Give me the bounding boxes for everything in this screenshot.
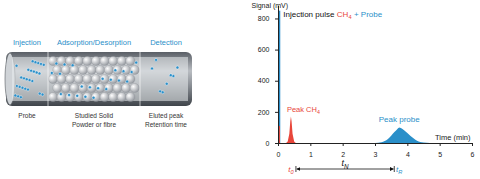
svg-text:Injection: Injection bbox=[13, 38, 41, 47]
svg-text:Time (min): Time (min) bbox=[435, 133, 471, 142]
svg-text:Probe: Probe bbox=[18, 112, 36, 119]
svg-text:Signal (mV): Signal (mV) bbox=[251, 2, 289, 10]
svg-text:Peak CH4​: Peak CH4​ bbox=[287, 105, 320, 115]
svg-text:800: 800 bbox=[258, 15, 270, 22]
svg-text:4: 4 bbox=[406, 151, 410, 158]
svg-text:Powder or fibre: Powder or fibre bbox=[72, 121, 116, 128]
svg-text:6: 6 bbox=[471, 151, 475, 158]
svg-text:Detection: Detection bbox=[150, 38, 182, 47]
svg-text:tR​: tR​ bbox=[396, 165, 402, 175]
svg-text:Injection pulseCH4​+ Probe: Injection pulseCH4​+ Probe bbox=[283, 10, 382, 20]
svg-text:t0​: t0​ bbox=[288, 165, 294, 175]
svg-text:0: 0 bbox=[277, 151, 281, 158]
svg-text:3: 3 bbox=[374, 151, 378, 158]
svg-text:tN​: tN​ bbox=[342, 158, 350, 170]
svg-text:200: 200 bbox=[258, 109, 270, 116]
svg-text:Studied Solid: Studied Solid bbox=[75, 112, 114, 119]
svg-text:600: 600 bbox=[258, 46, 270, 53]
svg-text:Adsorption/Desorption: Adsorption/Desorption bbox=[57, 38, 131, 47]
svg-text:2: 2 bbox=[341, 151, 346, 159]
svg-text:0: 0 bbox=[266, 140, 270, 147]
svg-text:Peak probe: Peak probe bbox=[379, 115, 420, 124]
svg-text:Retention time: Retention time bbox=[145, 121, 187, 128]
svg-text:Eluted peak: Eluted peak bbox=[149, 112, 184, 120]
svg-text:400: 400 bbox=[258, 77, 270, 84]
svg-text:1: 1 bbox=[309, 151, 313, 158]
svg-text:5: 5 bbox=[438, 151, 442, 158]
